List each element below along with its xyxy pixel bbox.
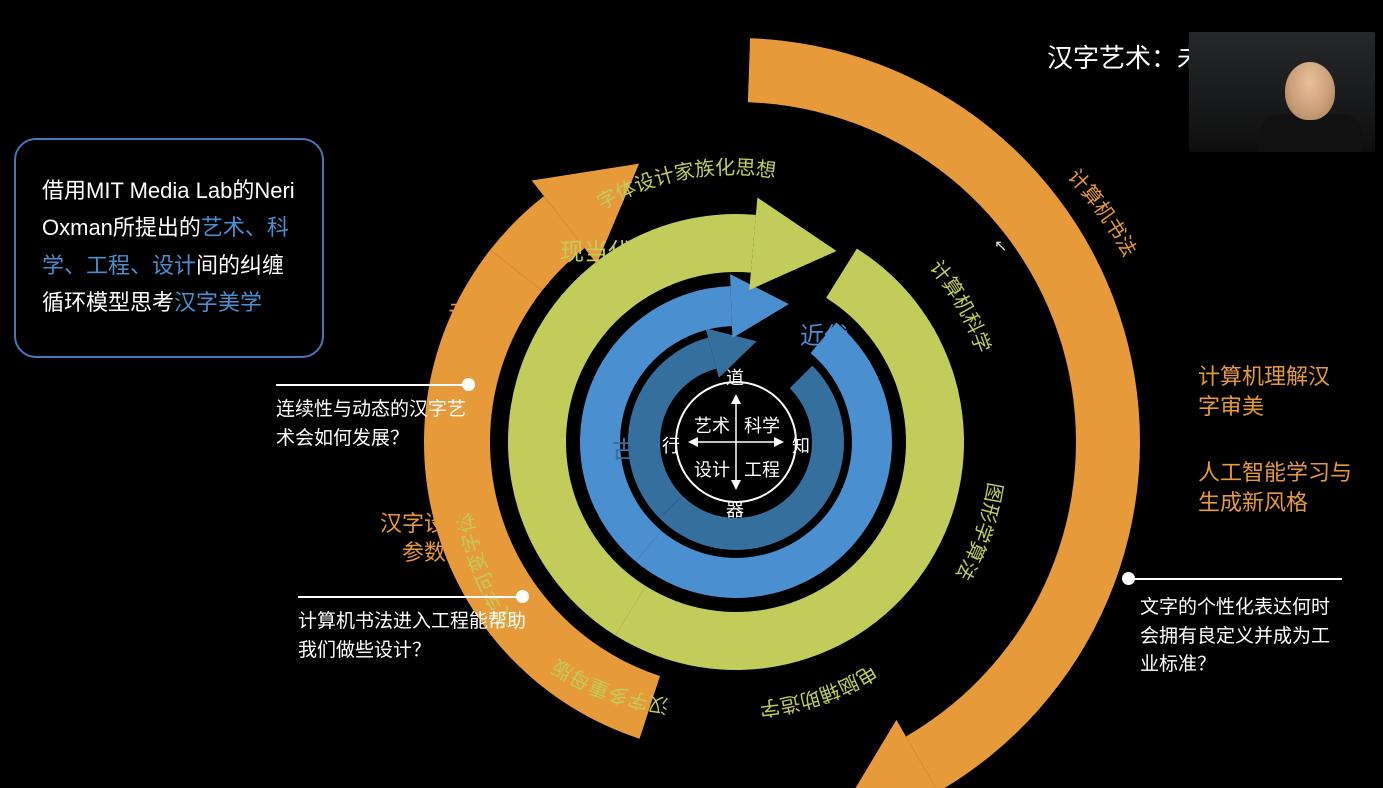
core-top: 道 bbox=[726, 364, 744, 390]
callout-bubble: 借用MIT Media Lab的Neri Oxman所提出的艺术、科学、工程、设… bbox=[14, 138, 324, 358]
core-cross bbox=[676, 382, 796, 502]
presenter-webcam bbox=[1189, 32, 1375, 152]
core-q1: 艺术 bbox=[694, 412, 730, 438]
note-1: 连续性与动态的汉字艺术会如何发展？ bbox=[276, 384, 482, 453]
core-bottom: 器 bbox=[726, 496, 744, 522]
era-classic: 古典 bbox=[612, 430, 660, 465]
ring-text-modern-2: 图形学算法 bbox=[951, 481, 1005, 584]
note-2-text: 计算机书法进入工程能帮助我们做些设计？ bbox=[298, 608, 534, 665]
note-3: 文字的个性化表达何时会拥有良定义并成为工业标准？ bbox=[1128, 578, 1342, 680]
future-right-label-1: 人工智能学习与生成新风格 bbox=[1198, 458, 1358, 517]
note-2: 计算机书法进入工程能帮助我们做些设计？ bbox=[298, 596, 534, 665]
slide-stage: 汉字艺术：未来展 借用MIT Media Lab的Neri Oxman所提出的艺… bbox=[0, 0, 1383, 788]
presenter-head bbox=[1285, 62, 1335, 120]
ring-text-modern-0: 字体设计家族化思想 bbox=[593, 156, 777, 215]
cursor-icon: ↖ bbox=[994, 236, 1007, 256]
era-modern: 现当代 bbox=[560, 232, 632, 267]
future-inner-label: 汉字设计参数化 bbox=[368, 510, 468, 567]
core-left: 行 bbox=[662, 432, 680, 458]
callout-hl2: 汉字美学 bbox=[174, 290, 262, 315]
era-future: 未来 bbox=[448, 292, 496, 327]
core-q3: 设计 bbox=[694, 456, 730, 482]
note-3-text: 文字的个性化表达何时会拥有良定义并成为工业标准？ bbox=[1140, 594, 1342, 680]
core-right: 知 bbox=[792, 432, 810, 458]
core-q2: 科学 bbox=[744, 412, 780, 438]
future-right-label-0: 计算机理解汉字审美 bbox=[1198, 362, 1348, 421]
ring-text-modern-4: 汉字多重母版 bbox=[548, 654, 670, 717]
ring-text-future-tr: 计算机书法 bbox=[1063, 165, 1140, 261]
ring-text-modern-3: 电脑辅助造字 bbox=[758, 660, 880, 720]
note-1-text: 连续性与动态的汉字艺术会如何发展？ bbox=[276, 396, 482, 453]
core-q4: 工程 bbox=[744, 456, 780, 482]
era-recent: 近代 bbox=[800, 316, 848, 351]
ring-text-modern-1: 计算机科学 bbox=[925, 256, 995, 356]
